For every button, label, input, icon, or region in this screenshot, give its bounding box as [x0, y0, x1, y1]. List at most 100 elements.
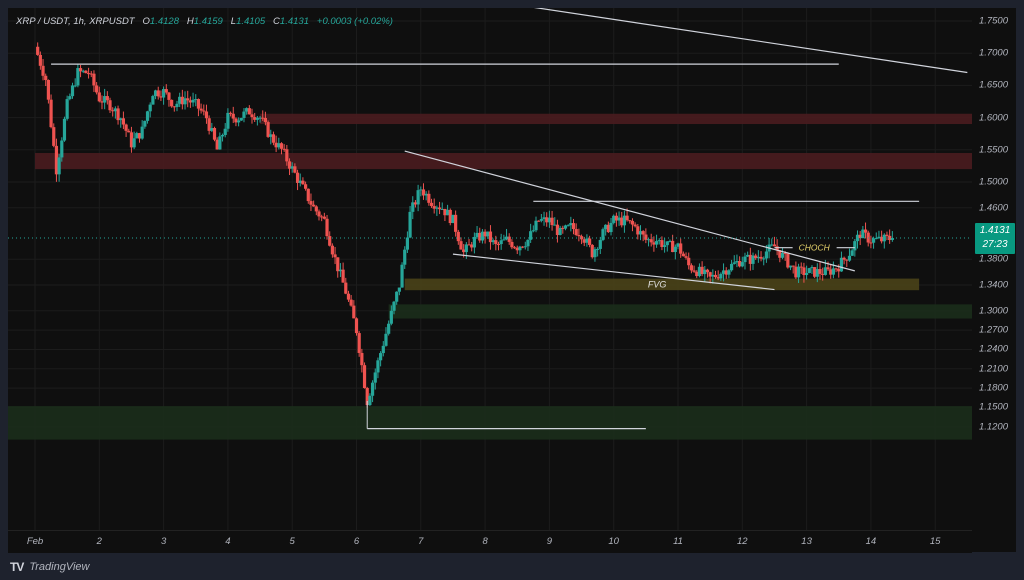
candle-down[interactable] — [354, 318, 359, 334]
candle-up[interactable] — [746, 254, 750, 257]
candle-down[interactable] — [713, 274, 718, 278]
candle-down[interactable] — [748, 254, 752, 264]
candle-up[interactable] — [646, 239, 651, 241]
candle-down[interactable] — [628, 220, 632, 222]
candle-down[interactable] — [684, 256, 688, 258]
candle-down[interactable] — [312, 204, 316, 207]
candle-up[interactable] — [526, 239, 530, 247]
candle-up[interactable] — [153, 90, 158, 97]
candle-up[interactable] — [103, 96, 107, 103]
candle-down[interactable] — [330, 245, 334, 255]
candle-down[interactable] — [295, 172, 300, 183]
candle-down[interactable] — [38, 54, 42, 66]
candle-up[interactable] — [135, 133, 139, 139]
candle-down[interactable] — [95, 85, 99, 93]
candle-up[interactable] — [663, 245, 667, 247]
candle-down[interactable] — [813, 267, 817, 277]
wedge-lower-line[interactable] — [452, 253, 775, 291]
candle-up[interactable] — [65, 99, 69, 119]
candle-down[interactable] — [46, 79, 50, 100]
candle-up[interactable] — [719, 273, 723, 279]
candle-up[interactable] — [218, 136, 222, 150]
candle-up[interactable] — [397, 287, 401, 292]
candle-down[interactable] — [512, 247, 517, 249]
candle-down[interactable] — [188, 100, 192, 103]
candle-down[interactable] — [507, 236, 511, 242]
candle-up[interactable] — [823, 267, 827, 275]
candle-up[interactable] — [143, 120, 147, 127]
candle-down[interactable] — [346, 293, 351, 300]
candle-down[interactable] — [494, 240, 498, 245]
candle-up[interactable] — [403, 249, 407, 265]
candle-down[interactable] — [164, 89, 168, 93]
candle-up[interactable] — [553, 224, 557, 226]
candle-down[interactable] — [496, 244, 501, 246]
candle-up[interactable] — [529, 231, 533, 240]
wedge-upper-line[interactable] — [404, 150, 855, 272]
candle-up[interactable] — [178, 96, 182, 104]
macro-downtrend-line[interactable] — [517, 8, 968, 74]
candle-down[interactable] — [180, 96, 184, 105]
candle-down[interactable] — [127, 130, 131, 133]
candle-up[interactable] — [523, 246, 527, 248]
candle-up[interactable] — [697, 266, 702, 277]
candle-up[interactable] — [376, 360, 380, 373]
candle-up[interactable] — [162, 89, 166, 98]
candle-up[interactable] — [370, 382, 375, 396]
candle-down[interactable] — [537, 220, 541, 222]
candle-up[interactable] — [338, 269, 343, 272]
candle-down[interactable] — [301, 180, 305, 185]
candle-up[interactable] — [729, 263, 734, 271]
candle-up[interactable] — [861, 229, 865, 239]
candle-down[interactable] — [462, 249, 466, 253]
candle-down[interactable] — [443, 208, 447, 216]
candle-down[interactable] — [309, 201, 313, 205]
candle-up[interactable] — [119, 118, 123, 121]
candle-up[interactable] — [654, 241, 659, 245]
candle-down[interactable] — [328, 236, 332, 246]
candle-up[interactable] — [566, 225, 570, 227]
candle-up[interactable] — [223, 128, 227, 135]
candle-up[interactable] — [764, 251, 769, 259]
candlestick-chart[interactable]: FVG CHOCH — [8, 8, 972, 530]
candle-down[interactable] — [488, 231, 493, 243]
candle-up[interactable] — [593, 249, 597, 258]
candle-up[interactable] — [604, 224, 608, 230]
candle-down[interactable] — [456, 231, 460, 242]
chart-plot-area[interactable]: FVG CHOCH — [8, 8, 972, 530]
candle-down[interactable] — [724, 270, 728, 275]
candle-up[interactable] — [226, 112, 230, 129]
candle-down[interactable] — [606, 224, 610, 233]
candle-down[interactable] — [271, 134, 276, 143]
candle-down[interactable] — [587, 238, 592, 245]
candle-down[interactable] — [170, 99, 174, 107]
candle-down[interactable] — [695, 271, 699, 277]
candle-up[interactable] — [194, 99, 198, 101]
candle-down[interactable] — [167, 92, 171, 100]
candle-down[interactable] — [636, 226, 640, 235]
candle-down[interactable] — [344, 282, 348, 294]
candle-down[interactable] — [692, 270, 696, 272]
candle-up[interactable] — [877, 236, 881, 239]
candle-down[interactable] — [574, 229, 578, 235]
candle-up[interactable] — [373, 372, 377, 383]
candle-down[interactable] — [274, 142, 278, 148]
candle-up[interactable] — [400, 264, 404, 288]
candle-up[interactable] — [60, 140, 64, 158]
candle-up[interactable] — [807, 268, 811, 274]
candle-down[interactable] — [320, 216, 324, 218]
candle-up[interactable] — [558, 227, 562, 235]
candle-down[interactable] — [869, 242, 873, 244]
candle-down[interactable] — [49, 99, 53, 128]
candle-down[interactable] — [287, 161, 292, 169]
candle-up[interactable] — [638, 231, 643, 235]
candle-up[interactable] — [735, 261, 739, 263]
candle-down[interactable] — [579, 236, 584, 240]
candle-down[interactable] — [791, 265, 795, 267]
candle-down[interactable] — [317, 211, 321, 217]
candle-up[interactable] — [368, 395, 372, 406]
candle-up[interactable] — [486, 231, 490, 237]
candle-up[interactable] — [617, 217, 621, 221]
candle-up[interactable] — [762, 258, 766, 260]
candle-up[interactable] — [290, 166, 294, 169]
